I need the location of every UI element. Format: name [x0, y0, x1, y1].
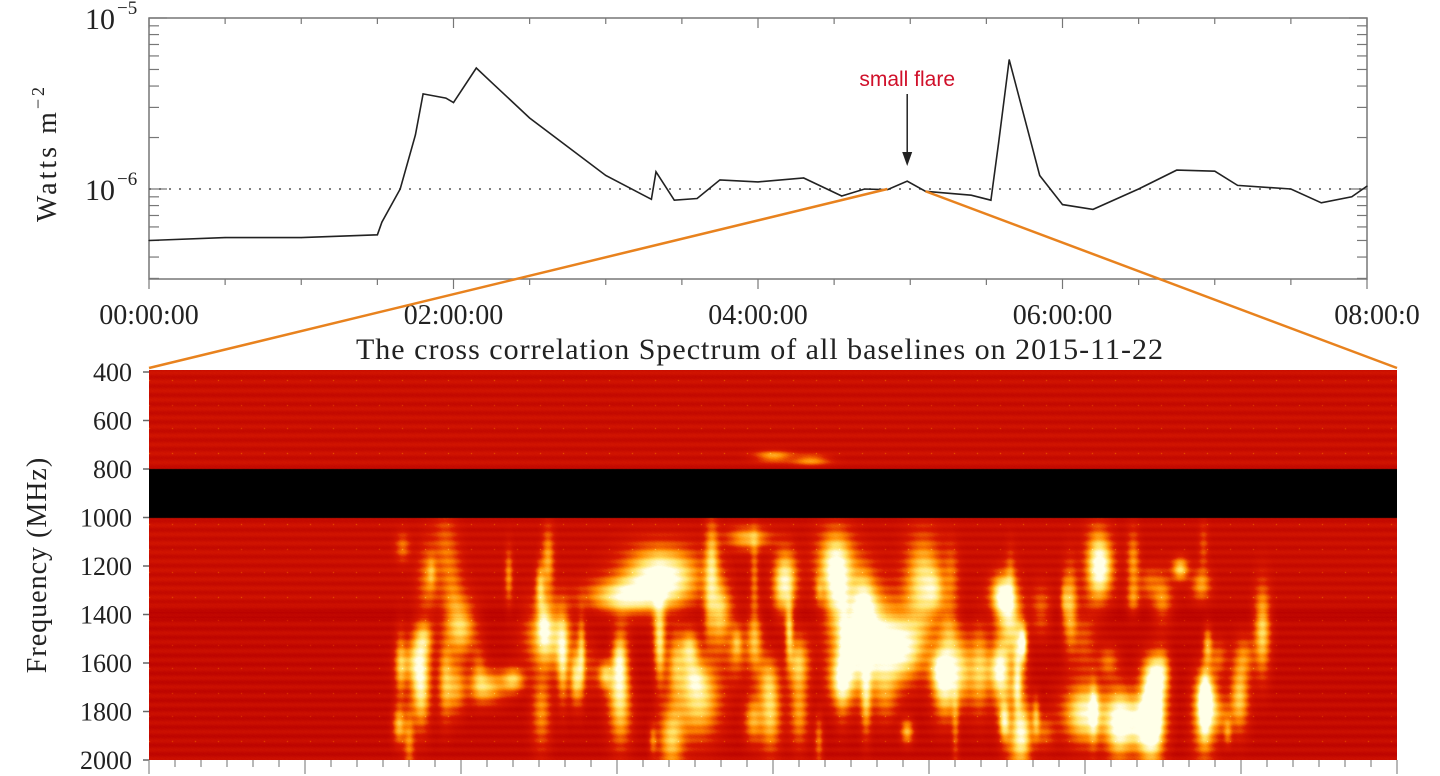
frequency-tick-label: 2000 — [80, 746, 132, 775]
x-tick-label: 04:00:00 — [708, 300, 808, 331]
flux-data-point — [757, 181, 759, 183]
spectrogram-heatmap — [149, 370, 1397, 760]
flux-data-point — [886, 189, 889, 191]
y-tick-label-exponent: −5 — [117, 0, 137, 19]
flux-data-point — [605, 174, 607, 177]
y-axis-label: Watts m−2 — [28, 84, 63, 222]
flux-data-point — [148, 239, 150, 242]
plot-frame — [148, 17, 1368, 280]
flux-data-point — [924, 190, 927, 192]
spectrogram-title: The cross correlation Spectrum of all ba… — [356, 333, 1164, 366]
frequency-axis-label: Frequency (MHz) — [22, 457, 53, 673]
y-axis-label-text: Watts m — [32, 109, 63, 222]
y-axis-label-exponent: −2 — [28, 84, 48, 109]
frequency-tick-label: 1000 — [80, 504, 132, 533]
flux-data-point — [224, 236, 226, 239]
flux-data-point — [841, 195, 843, 197]
flux-data-point — [490, 81, 493, 84]
x-tick-label: 08:00:0 — [1334, 300, 1420, 331]
frequency-tick-label: 1800 — [80, 698, 132, 727]
flux-data-point — [422, 93, 424, 95]
flux-data-point — [1351, 196, 1353, 198]
flux-data-point — [1366, 185, 1368, 187]
flux-data-point — [863, 188, 866, 190]
flux-series-line — [148, 59, 1368, 242]
flux-data-point — [1290, 188, 1292, 190]
flux-data-point — [673, 199, 675, 201]
y-tick-label-base: 10 — [85, 174, 115, 207]
flux-data-point — [803, 177, 805, 179]
flux-data-point — [414, 134, 417, 136]
flux-data-point — [529, 117, 531, 119]
flux-data-point — [650, 198, 653, 200]
frequency-tick-label: 1200 — [80, 552, 132, 581]
flux-data-point — [970, 194, 972, 196]
flux-data-point — [381, 221, 383, 223]
flux-data-point — [990, 199, 992, 201]
flux-data-point — [399, 188, 401, 190]
flux-data-point — [655, 171, 657, 173]
flux-data-point — [1008, 59, 1010, 61]
flux-data-point — [1138, 188, 1140, 190]
flux-data-point — [475, 67, 477, 69]
flux-data-point — [1214, 170, 1216, 172]
flux-data-point — [376, 234, 378, 236]
goes-xray-flux-plot: 10 −510 −600:00:00 02:00:00 04:00:00 06:00:00… — [28, 0, 1420, 331]
flux-data-point — [997, 142, 1000, 144]
flux-data-point — [906, 180, 908, 182]
flux-data-point — [696, 197, 698, 200]
x-tick-label: 00:00:00 — [99, 300, 199, 331]
frequency-tick-label: 1400 — [80, 601, 132, 630]
flux-data-point — [445, 97, 447, 99]
frequency-tick-label: 800 — [93, 455, 132, 484]
frequency-tick-label: 600 — [93, 407, 132, 436]
flux-data-point — [1320, 202, 1322, 204]
flux-data-point — [1039, 174, 1041, 177]
flux-data-point — [300, 236, 302, 239]
y-tick-label-base: 10 — [85, 3, 115, 36]
flux-data-point — [719, 179, 721, 181]
y-tick-label-exponent: −6 — [117, 169, 137, 190]
flux-data-point — [1019, 99, 1021, 101]
flux-data-point — [1092, 208, 1094, 210]
x-tick-label: 06:00:00 — [1013, 300, 1113, 331]
flux-data-point — [1176, 169, 1178, 171]
frequency-tick-label: 1600 — [80, 649, 132, 678]
flux-data-point — [1061, 204, 1064, 206]
flux-data-point — [452, 102, 455, 104]
x-tick-label: 02:00:00 — [404, 300, 504, 331]
frequency-tick-label: 400 — [93, 358, 132, 387]
flux-data-point — [1236, 184, 1239, 186]
